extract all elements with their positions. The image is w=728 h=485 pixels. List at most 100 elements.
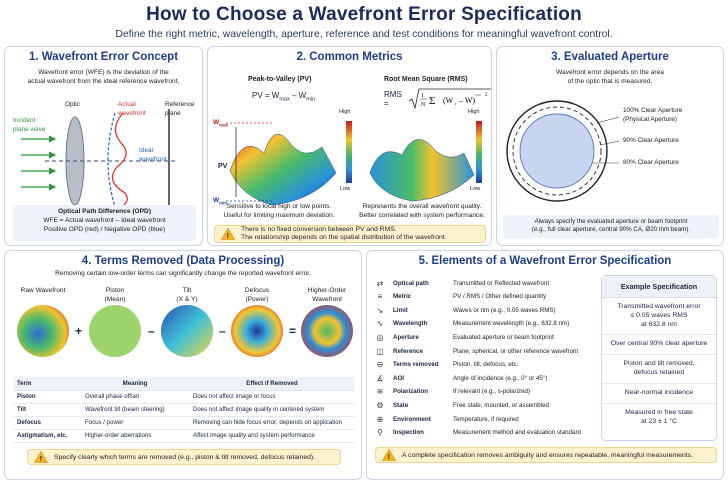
element-key: Polarization <box>393 388 429 396</box>
svg-text:N: N <box>421 102 426 108</box>
map-label-4: Higher-Order Wavefront <box>307 287 347 303</box>
pv-rms-warning: ! There is no fixed conversion between P… <box>214 225 486 243</box>
svg-text:i: i <box>455 101 457 106</box>
element-key: Optical path <box>393 279 429 287</box>
incident-arrows <box>21 135 57 191</box>
rms-surface <box>369 139 475 202</box>
pv-note: Sensitive to local high or low points. Us… <box>223 203 335 219</box>
label-aperture-80: 80% Clear Aperture <box>623 159 679 166</box>
element-icon: ⊕ <box>376 414 384 424</box>
term-maps <box>17 305 353 357</box>
rms-colorbar <box>476 121 482 183</box>
svg-text:!: ! <box>388 454 390 461</box>
element-key: State <box>393 402 409 410</box>
warning-icon: ! <box>382 449 396 461</box>
element-value: Evaluated aperture or beam footprint <box>453 334 554 342</box>
pv-colorbar-high: High <box>339 109 351 115</box>
terms-warning: ! Specify clearly which terms are remove… <box>27 449 341 465</box>
label-pv: PV <box>218 163 228 170</box>
terms-intro: Removing certain low-order terms can sig… <box>55 270 311 277</box>
spec-element-row: ∡ AOI Angle of incidence (e.g., 0° or 45°) <box>373 372 547 384</box>
spec-element-row: ↘ Limit Waves or nm (e.g., 0.05 waves RMS) <box>373 304 556 316</box>
element-icon: ∡ <box>376 373 384 383</box>
page-subtitle: Define the right metric, wavelength, ape… <box>115 29 613 40</box>
element-icon: ⊖ <box>376 360 384 370</box>
element-icon: ∿ <box>376 319 384 329</box>
element-value: Piston, tilt, defocus, etc. <box>453 361 519 369</box>
element-icon: ≋ <box>376 387 384 397</box>
spec-element-row: ≡ Metric PV / RMS / Other defined quantity <box>373 291 547 303</box>
element-value: Angle of incidence (e.g., 0° or 45°) <box>453 374 548 382</box>
pv-surface <box>229 133 337 206</box>
map-label-2: Tilt (X & Y) <box>176 287 198 303</box>
element-key: Inspection <box>393 429 424 437</box>
label-optic: Optic <box>65 101 80 108</box>
element-icon: ⚙ <box>376 401 384 411</box>
spec-element-row: ∿ Wavelength Measurement wavelength (e.g.,… <box>373 318 570 330</box>
element-key: Wavelength <box>393 320 428 328</box>
label-aperture-100: 100% Clear Aperture (Physical Aperture) <box>623 107 683 123</box>
element-key: Terms removed <box>393 361 439 369</box>
spec-element-row: ⚲ Inspection Measurement method and evalua… <box>373 427 581 439</box>
op-plus: + <box>75 324 83 338</box>
aperture-diagram <box>506 100 620 202</box>
element-value: Plane, spherical, or other reference wav… <box>453 347 579 355</box>
map-tilt <box>161 305 213 357</box>
label-reference-plane: Reference plane <box>165 101 195 117</box>
panel-evaluated-aperture: 3. Evaluated Aperture Wavefront error de… <box>496 46 724 246</box>
svg-text:!: ! <box>227 233 229 240</box>
panel-title: 3. Evaluated Aperture <box>551 51 669 63</box>
element-value: Measurement wavelength (e.g., 632.8 nm) <box>453 320 570 328</box>
example-spec-item: Piston and tilt removed, defocus retaine… <box>602 355 716 384</box>
surface-plots <box>226 121 482 206</box>
table-header: Effect if Removed <box>189 377 355 391</box>
pv-colorbar <box>346 121 352 183</box>
svg-text:2: 2 <box>485 93 488 98</box>
aperture-80 <box>519 113 595 189</box>
example-spec-title: Example Specification <box>602 276 716 298</box>
leader-90 <box>599 140 620 146</box>
element-key: Aperture <box>393 334 419 342</box>
panel-title: 2. Common Metrics <box>296 51 403 63</box>
panel-terms-removed: 4. Terms Removed (Data Processing) Remov… <box>4 250 362 480</box>
table-row: Piston Overall phase offset Does not affec… <box>13 390 355 404</box>
element-icon: ⚲ <box>377 428 383 438</box>
spec-element-row: ◫ Reference Plane, spherical, or other ref… <box>373 345 578 357</box>
op-minus-2: – <box>219 324 226 338</box>
rms-colorbar-low: Low <box>470 186 481 192</box>
table-row: Astigmatism, etc. Higher-order aberration… <box>13 429 355 443</box>
label-actual-wavefront: Actual wavefront <box>118 101 146 117</box>
panel-title: 4. Terms Removed (Data Processing) <box>81 255 285 267</box>
svg-text:– W): – W) <box>458 96 475 105</box>
element-icon: ≡ <box>377 292 383 302</box>
spec-element-row: ⊖ Terms removed Piston, tilt, defocus, etc… <box>373 359 519 371</box>
table-header: Meaning <box>81 377 189 391</box>
example-spec-item: Measured in free state at 23 ± 1 °C <box>625 408 693 425</box>
element-icon: ◎ <box>376 333 384 343</box>
panel-wavefront-concept: 1. Wavefront Error Concept Wavefront err… <box>4 46 203 246</box>
element-icon: ◫ <box>376 346 384 356</box>
element-value: Transmitted or Reflected wavefront <box>453 279 550 287</box>
element-key: Limit <box>393 306 408 314</box>
terms-table: Term Meaning Effect if Removed Piston Ove… <box>13 377 355 443</box>
spec-element-row: ⇄ Optical path Transmitted or Reflected wa… <box>373 277 549 289</box>
example-spec-box: Example Specification Transmitted wavefr… <box>601 275 717 441</box>
map-defocus <box>231 305 283 357</box>
panel-title: 1. Wavefront Error Concept <box>28 51 179 63</box>
element-icon: ⇄ <box>376 278 384 288</box>
aperture-intro: Wavefront error depends on the area of t… <box>556 69 664 85</box>
element-value: Temperature, if required <box>453 415 519 423</box>
spec-element-row: ◎ Aperture Evaluated aperture or beam foot… <box>373 331 554 343</box>
map-label-3: Defocus (Power) <box>244 287 270 303</box>
table-header-row: Term Meaning Effect if Removed <box>13 377 355 391</box>
element-icon: ↘ <box>376 305 384 315</box>
op-equals: = <box>289 324 297 338</box>
element-key: Reference <box>393 347 423 355</box>
element-key: AOI <box>393 374 405 382</box>
op-minus-1: – <box>148 324 155 338</box>
header: How to Choose a Wavefront Error Specific… <box>0 4 728 40</box>
map-higher-order <box>301 305 353 357</box>
pv-equation: PV = Wmax – Wmin <box>252 91 316 103</box>
element-value: If relevant (e.g., s-polarized) <box>453 388 531 396</box>
example-spec-item: Transmitted wavefront error ≤ 0.05 waves… <box>602 298 716 336</box>
